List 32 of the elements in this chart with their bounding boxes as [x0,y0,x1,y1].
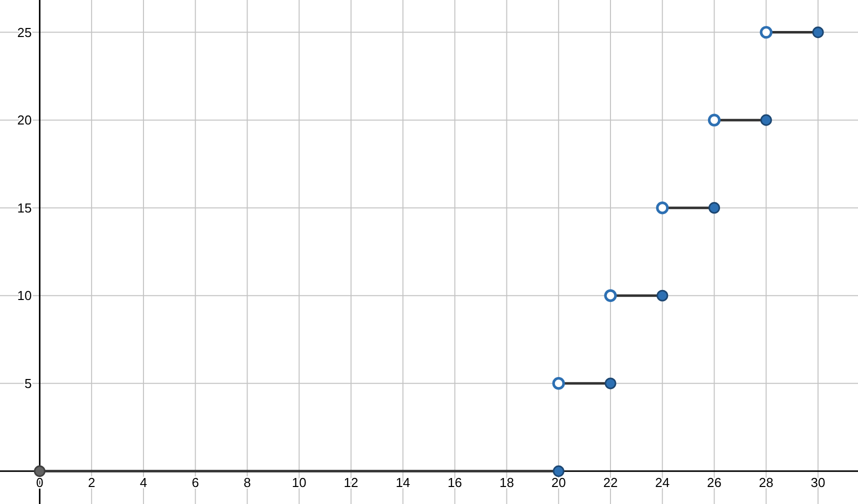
x-tick-label: 16 [448,475,462,490]
y-tick-label: 20 [17,112,32,128]
x-tick-label: 24 [655,475,670,490]
x-tick-label: 12 [344,475,358,490]
x-tick-label: 18 [499,475,514,490]
x-tick-label: 22 [603,475,618,490]
y-tick-label: 5 [24,376,32,391]
point [604,378,616,390]
x-tick-label: 14 [396,475,410,490]
x-tick-label: 26 [707,475,722,490]
point [760,26,772,39]
x-tick-label: 8 [244,475,251,490]
point [656,290,668,302]
x-tick-label: 30 [810,475,826,490]
x-tick-label: 6 [192,475,199,490]
point [760,114,772,126]
point [656,202,669,214]
y-tick-label: 10 [17,288,32,304]
x-tick-label: 28 [758,475,774,490]
x-tick-label: 4 [140,475,148,490]
point [812,26,824,38]
point [604,289,617,302]
point [34,465,46,477]
point [552,465,564,477]
point [552,377,565,390]
x-tick-label: 10 [292,475,306,490]
y-tick-label: 25 [17,24,32,40]
point [708,202,720,214]
x-tick-label: 20 [551,475,566,490]
x-tick-label: 2 [88,475,96,490]
y-tick-label: 15 [17,200,32,216]
point [708,114,721,126]
